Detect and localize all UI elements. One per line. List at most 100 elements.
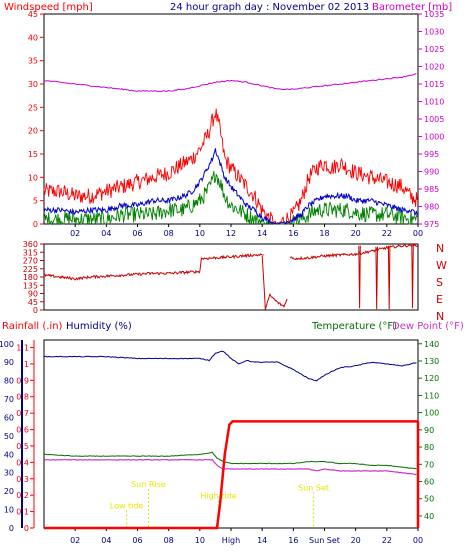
x-tick-label: 22 [382,229,392,238]
x-tick-label: 10 [195,229,205,238]
temp-y-tick-label: 90 [424,426,434,435]
annotation-label: Sun Set [298,483,329,492]
dewpoint-axis-label: Dew Point (°F) [392,321,464,332]
direction-y-tick-label: 180 [23,273,38,282]
wind-y-tick-label: 45 [28,10,38,19]
compass-label: N [436,242,444,255]
temp-y-tick-label: 110 [424,391,439,400]
barometer-y-tick-label: 1020 [424,63,444,72]
barometer-y-tick-label: 1005 [424,115,444,124]
wind-y-tick-label: 10 [28,173,38,182]
humidity-y-tick-label: 0 [9,524,14,533]
x-tick-label: 06 [132,229,142,238]
x-tick-label: 06 [132,536,142,545]
temperature-axis-label: Temperature (°F) [311,321,397,332]
direction-y-tick-label: 315 [23,248,38,257]
wind-y-tick-label: 20 [28,127,38,136]
temp-y-tick-label: 70 [424,460,434,469]
compass-label: S [436,276,443,289]
x-tick-label: 04 [101,536,111,545]
annotation-label: Low tide [110,501,144,510]
humidity-y-tick-label: 40 [4,450,14,459]
humidity-y-tick-label: 70 [4,395,14,404]
compass-label: N [436,310,444,323]
x-tick-label: 10 [195,536,205,545]
x-tick-label: 02 [70,536,80,545]
temp-y-tick-label: 100 [424,409,439,418]
rainfall-axis-label: Rainfall (.in) [2,321,63,332]
humidity-y-tick-label: 10 [4,506,14,515]
x-tick-label: 18 [319,229,329,238]
humidity-y-tick-label: 80 [4,377,14,386]
graph-title: 24 hour graph day : November 02 2013 [170,2,369,13]
x-tick-label: 02 [70,229,80,238]
barometer-y-tick-label: 1010 [424,98,444,107]
wind-y-tick-label: 40 [28,33,38,42]
dewpoint-series [43,458,417,476]
wind-axis-label: Windspeed [mph] [4,2,93,13]
barometer-y-tick-label: 1025 [424,45,444,54]
direction-y-tick-label: 45 [28,298,38,307]
direction-series-segment [411,244,414,309]
x-tick-label: 00 [413,229,423,238]
direction-series-segment [199,253,264,272]
temp-y-tick-label: 140 [424,340,439,349]
humidity-y-tick-label: 50 [4,432,14,441]
x-tick-label: High [222,536,240,545]
rain-humidity-temp-panel: 00.10.20.30.40.50.60.70.80.911.101020304… [0,339,439,545]
humidity-y-tick-label: 100 [0,340,14,349]
wind-y-tick-label: 5 [33,197,38,206]
humidity-y-tick-label: 60 [4,413,14,422]
humidity-y-tick-label: 30 [4,469,14,478]
temp-y-tick-label: 60 [424,478,434,487]
wind-y-tick-label: 25 [28,103,38,112]
direction-y-tick-label: 225 [23,265,38,274]
x-tick-label: Sun Set [309,536,340,545]
direction-y-tick-label: 90 [28,290,38,299]
wind-y-tick-label: 0 [33,220,38,229]
x-tick-label: 12 [226,229,236,238]
barometer-y-tick-label: 990 [424,168,439,177]
barometer-y-tick-label: 1030 [424,28,444,37]
temp-y-tick-label: 130 [424,357,439,366]
direction-y-tick-label: 0 [33,306,38,315]
barometer-y-tick-label: 995 [424,150,439,159]
direction-series-segment [289,243,419,261]
direction-series-segment [358,245,361,309]
direction-y-tick-label: 270 [23,257,38,266]
x-tick-label: 08 [164,229,174,238]
direction-series-segment [261,255,288,310]
wind-y-tick-label: 30 [28,80,38,89]
wind-barometer-panel: 0510152025303540459759809859909951000100… [28,10,445,238]
direction-series-segment [387,245,391,310]
compass-label: E [436,293,443,306]
humidity-y-tick-label: 90 [4,358,14,367]
x-tick-label: 14 [257,229,267,238]
x-tick-label: 20 [351,536,361,545]
x-tick-label: 22 [382,536,392,545]
x-tick-label: 08 [164,536,174,545]
x-tick-label: 00 [413,536,423,545]
barometer-y-tick-label: 1015 [424,80,444,89]
barometer-y-tick-label: 975 [424,220,439,229]
direction-series-segment [375,246,378,310]
humidity-y-tick-label: 20 [4,487,14,496]
wind-series-min [43,170,418,226]
x-tick-label: 20 [351,229,361,238]
rainfall-series [44,420,418,530]
temp-y-tick-label: 80 [424,443,434,452]
rain-y-tick-label: 1 [24,360,29,369]
humidity-series [43,350,417,382]
barometer-axis-label: Barometer [mb] [372,2,452,13]
temp-y-tick-label: 40 [424,512,434,521]
temp-y-tick-label: 50 [424,495,434,504]
barometer-series [43,73,417,92]
annotation-label: Sun Rise [131,480,166,489]
barometer-y-tick-label: 980 [424,203,439,212]
temp-y-tick-label: 120 [424,374,439,383]
humidity-axis-label: Humidity (%) [66,321,132,332]
x-tick-label: 14 [257,536,267,545]
wind-series-max [43,108,418,226]
